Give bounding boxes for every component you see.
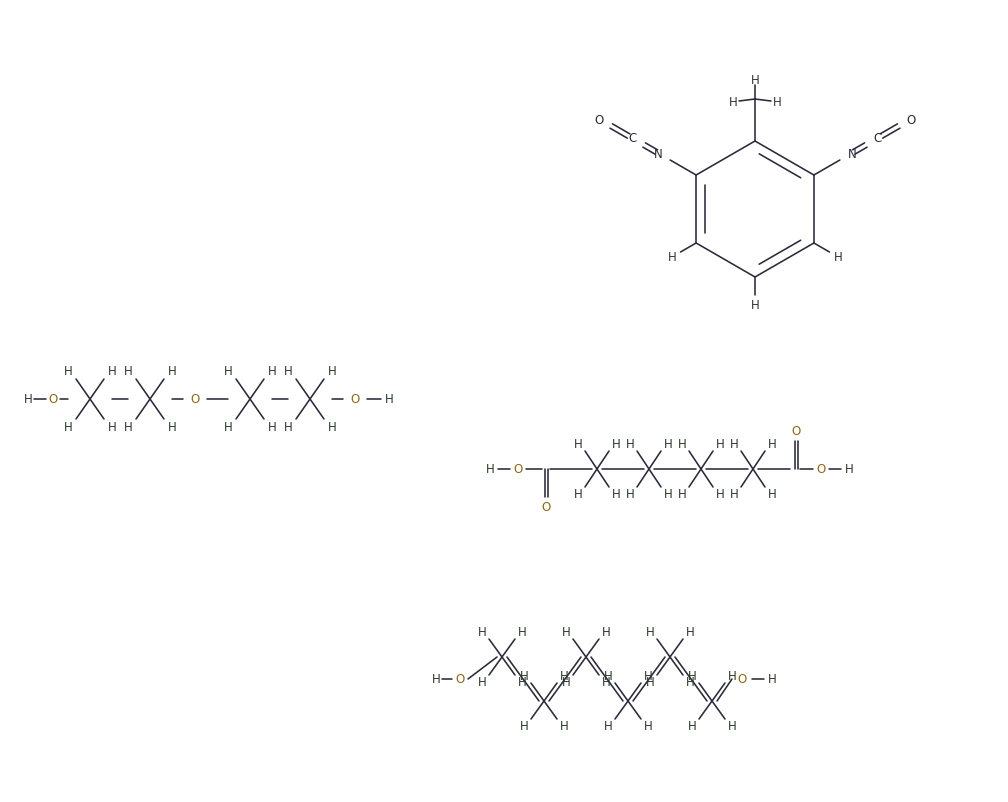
Text: O: O [595, 113, 604, 127]
Text: H: H [644, 670, 652, 683]
Text: H: H [677, 488, 686, 501]
Text: H: H [167, 365, 176, 378]
Text: O: O [816, 463, 826, 476]
Text: H: H [283, 421, 292, 434]
Text: H: H [518, 675, 526, 689]
Text: H: H [108, 421, 116, 434]
Text: H: H [677, 438, 686, 451]
Text: H: H [224, 421, 233, 434]
Text: H: H [716, 438, 725, 451]
Text: H: H [604, 670, 613, 683]
Text: H: H [834, 251, 843, 264]
Text: O: O [513, 463, 522, 476]
Text: H: H [520, 719, 528, 732]
Text: H: H [626, 488, 634, 501]
Text: H: H [64, 365, 73, 378]
Text: O: O [738, 673, 747, 686]
Text: N: N [653, 148, 662, 160]
Text: H: H [612, 438, 620, 451]
Text: H: H [687, 670, 697, 683]
Text: H: H [646, 675, 654, 689]
Text: H: H [687, 719, 697, 732]
Text: H: H [772, 95, 781, 108]
Text: H: H [561, 626, 571, 638]
Text: H: H [602, 626, 611, 638]
Text: H: H [768, 438, 776, 451]
Text: N: N [848, 148, 857, 160]
Text: O: O [48, 393, 57, 406]
Text: H: H [751, 74, 759, 87]
Text: H: H [663, 488, 672, 501]
Text: H: H [667, 251, 676, 264]
Text: O: O [791, 425, 800, 438]
Text: H: H [716, 488, 725, 501]
Text: O: O [906, 113, 915, 127]
Text: H: H [431, 673, 440, 686]
Text: H: H [478, 626, 487, 638]
Text: H: H [108, 365, 116, 378]
Text: H: H [124, 421, 132, 434]
Text: H: H [751, 299, 759, 312]
Text: H: H [574, 488, 583, 501]
Text: H: H [23, 393, 32, 406]
Text: H: H [328, 421, 337, 434]
Text: H: H [729, 95, 738, 108]
Text: H: H [685, 675, 695, 689]
Text: H: H [728, 719, 737, 732]
Text: H: H [518, 626, 526, 638]
Text: H: H [845, 463, 854, 476]
Text: O: O [191, 393, 200, 406]
Text: H: H [730, 488, 739, 501]
Text: H: H [685, 626, 695, 638]
Text: H: H [224, 365, 233, 378]
Text: H: H [486, 463, 494, 476]
Text: H: H [604, 719, 613, 732]
Text: O: O [351, 393, 360, 406]
Text: H: H [728, 670, 737, 683]
Text: H: H [602, 675, 611, 689]
Text: H: H [646, 626, 654, 638]
Text: H: H [283, 365, 292, 378]
Text: O: O [541, 501, 550, 514]
Text: H: H [124, 365, 132, 378]
Text: H: H [559, 670, 569, 683]
Text: H: H [730, 438, 739, 451]
Text: H: H [626, 438, 634, 451]
Text: O: O [456, 673, 465, 686]
Text: H: H [328, 365, 337, 378]
Text: H: H [268, 365, 276, 378]
Text: H: H [612, 488, 620, 501]
Text: H: H [268, 421, 276, 434]
Text: H: H [663, 438, 672, 451]
Text: C: C [628, 132, 636, 145]
Text: H: H [768, 488, 776, 501]
Text: H: H [559, 719, 569, 732]
Text: H: H [520, 670, 528, 683]
Text: H: H [574, 438, 583, 451]
Text: H: H [768, 673, 776, 686]
Text: H: H [385, 393, 393, 406]
Text: H: H [478, 675, 487, 689]
Text: C: C [874, 132, 882, 145]
Text: H: H [167, 421, 176, 434]
Text: H: H [644, 719, 652, 732]
Text: H: H [64, 421, 73, 434]
Text: H: H [561, 675, 571, 689]
